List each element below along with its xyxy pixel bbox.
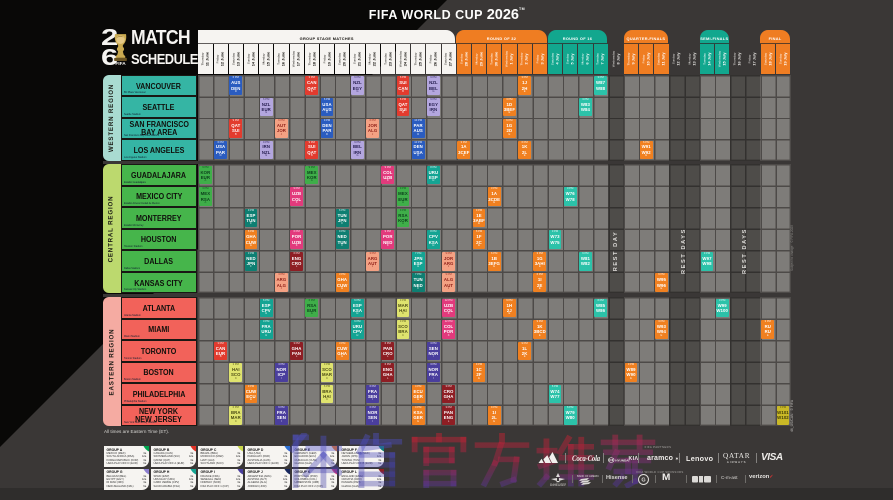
svg-text:HYUNDAI: HYUNDAI: [615, 458, 629, 462]
svg-text:BANK OF AMERICA: BANK OF AMERICA: [577, 474, 599, 478]
svg-text:FIFA: FIFA: [115, 61, 126, 67]
svg-text:ANHEUSER: ANHEUSER: [550, 483, 566, 486]
svg-text:G: G: [641, 477, 645, 483]
